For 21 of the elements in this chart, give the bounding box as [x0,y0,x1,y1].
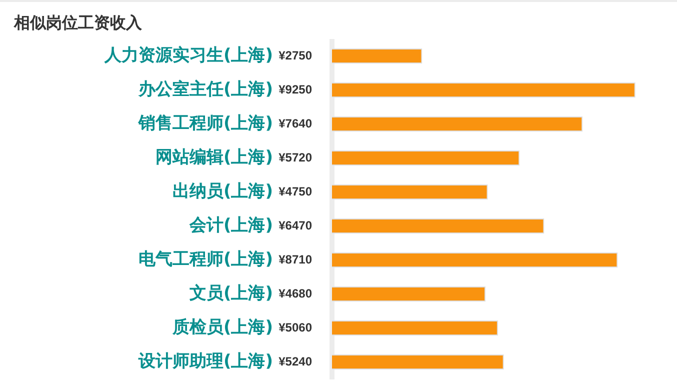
y-tick-label: 电气工程师(上海) [138,249,273,270]
y-tick-label: 出纳员(上海) [172,181,273,202]
data-label: ¥6470 [278,218,312,232]
data-label: ¥5720 [278,150,312,164]
text: 相似岗位工资收入 [14,13,142,33]
data-label: ¥4680 [278,286,312,300]
data-label: ¥8710 [278,252,312,266]
y-tick-label: 文员(上海) [188,283,273,304]
data-label: ¥9250 [278,82,312,96]
y-tick-label: 设计师助理(上海) [137,351,273,372]
y-tick-label: 质检员(上海) [171,317,273,338]
y-tick-label: 人力资源实习生(上海) [103,45,273,66]
y-tick-label: 网站编辑(上海) [155,147,273,168]
y-tick-label: 办公室主任(上海) [137,79,273,100]
data-label: ¥5240 [278,354,312,368]
data-label: ¥5060 [278,320,312,334]
y-tick-label: 会计(上海) [188,215,273,236]
data-label: ¥7640 [278,116,312,130]
data-label: ¥4750 [278,184,312,198]
y-tick-label: 销售工程师(上海) [137,113,273,134]
data-label: ¥2750 [278,48,312,62]
